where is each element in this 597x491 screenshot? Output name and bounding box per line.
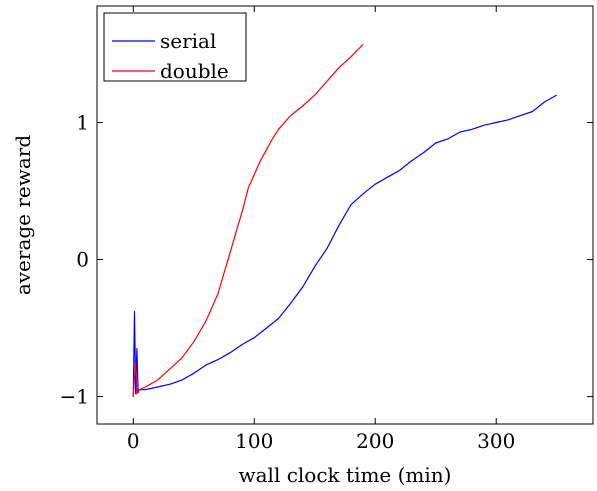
y-tick-label: 0 [76, 248, 89, 272]
legend: serial double [103, 12, 247, 83]
legend-label-double: double [160, 59, 229, 83]
legend-label-serial: serial [160, 29, 216, 53]
plot-frame [96, 5, 594, 425]
y-tick-label: 1 [76, 110, 89, 134]
x-axis-title: wall clock time (min) [239, 463, 452, 487]
legend-box [103, 12, 247, 82]
x-tick-label: 300 [477, 429, 515, 453]
series-layer [132, 43, 557, 397]
x-tick-label: 100 [235, 429, 273, 453]
y-tick-label: −1 [60, 385, 89, 409]
x-tick-label: 0 [127, 429, 140, 453]
x-ticks: 0 100 200 300 [127, 6, 515, 453]
x-tick-label: 200 [356, 429, 394, 453]
y-axis-title: average reward [11, 135, 35, 296]
series-line-serial [132, 94, 557, 397]
y-ticks: −1 0 1 [60, 110, 593, 409]
series-line-double [132, 43, 364, 397]
